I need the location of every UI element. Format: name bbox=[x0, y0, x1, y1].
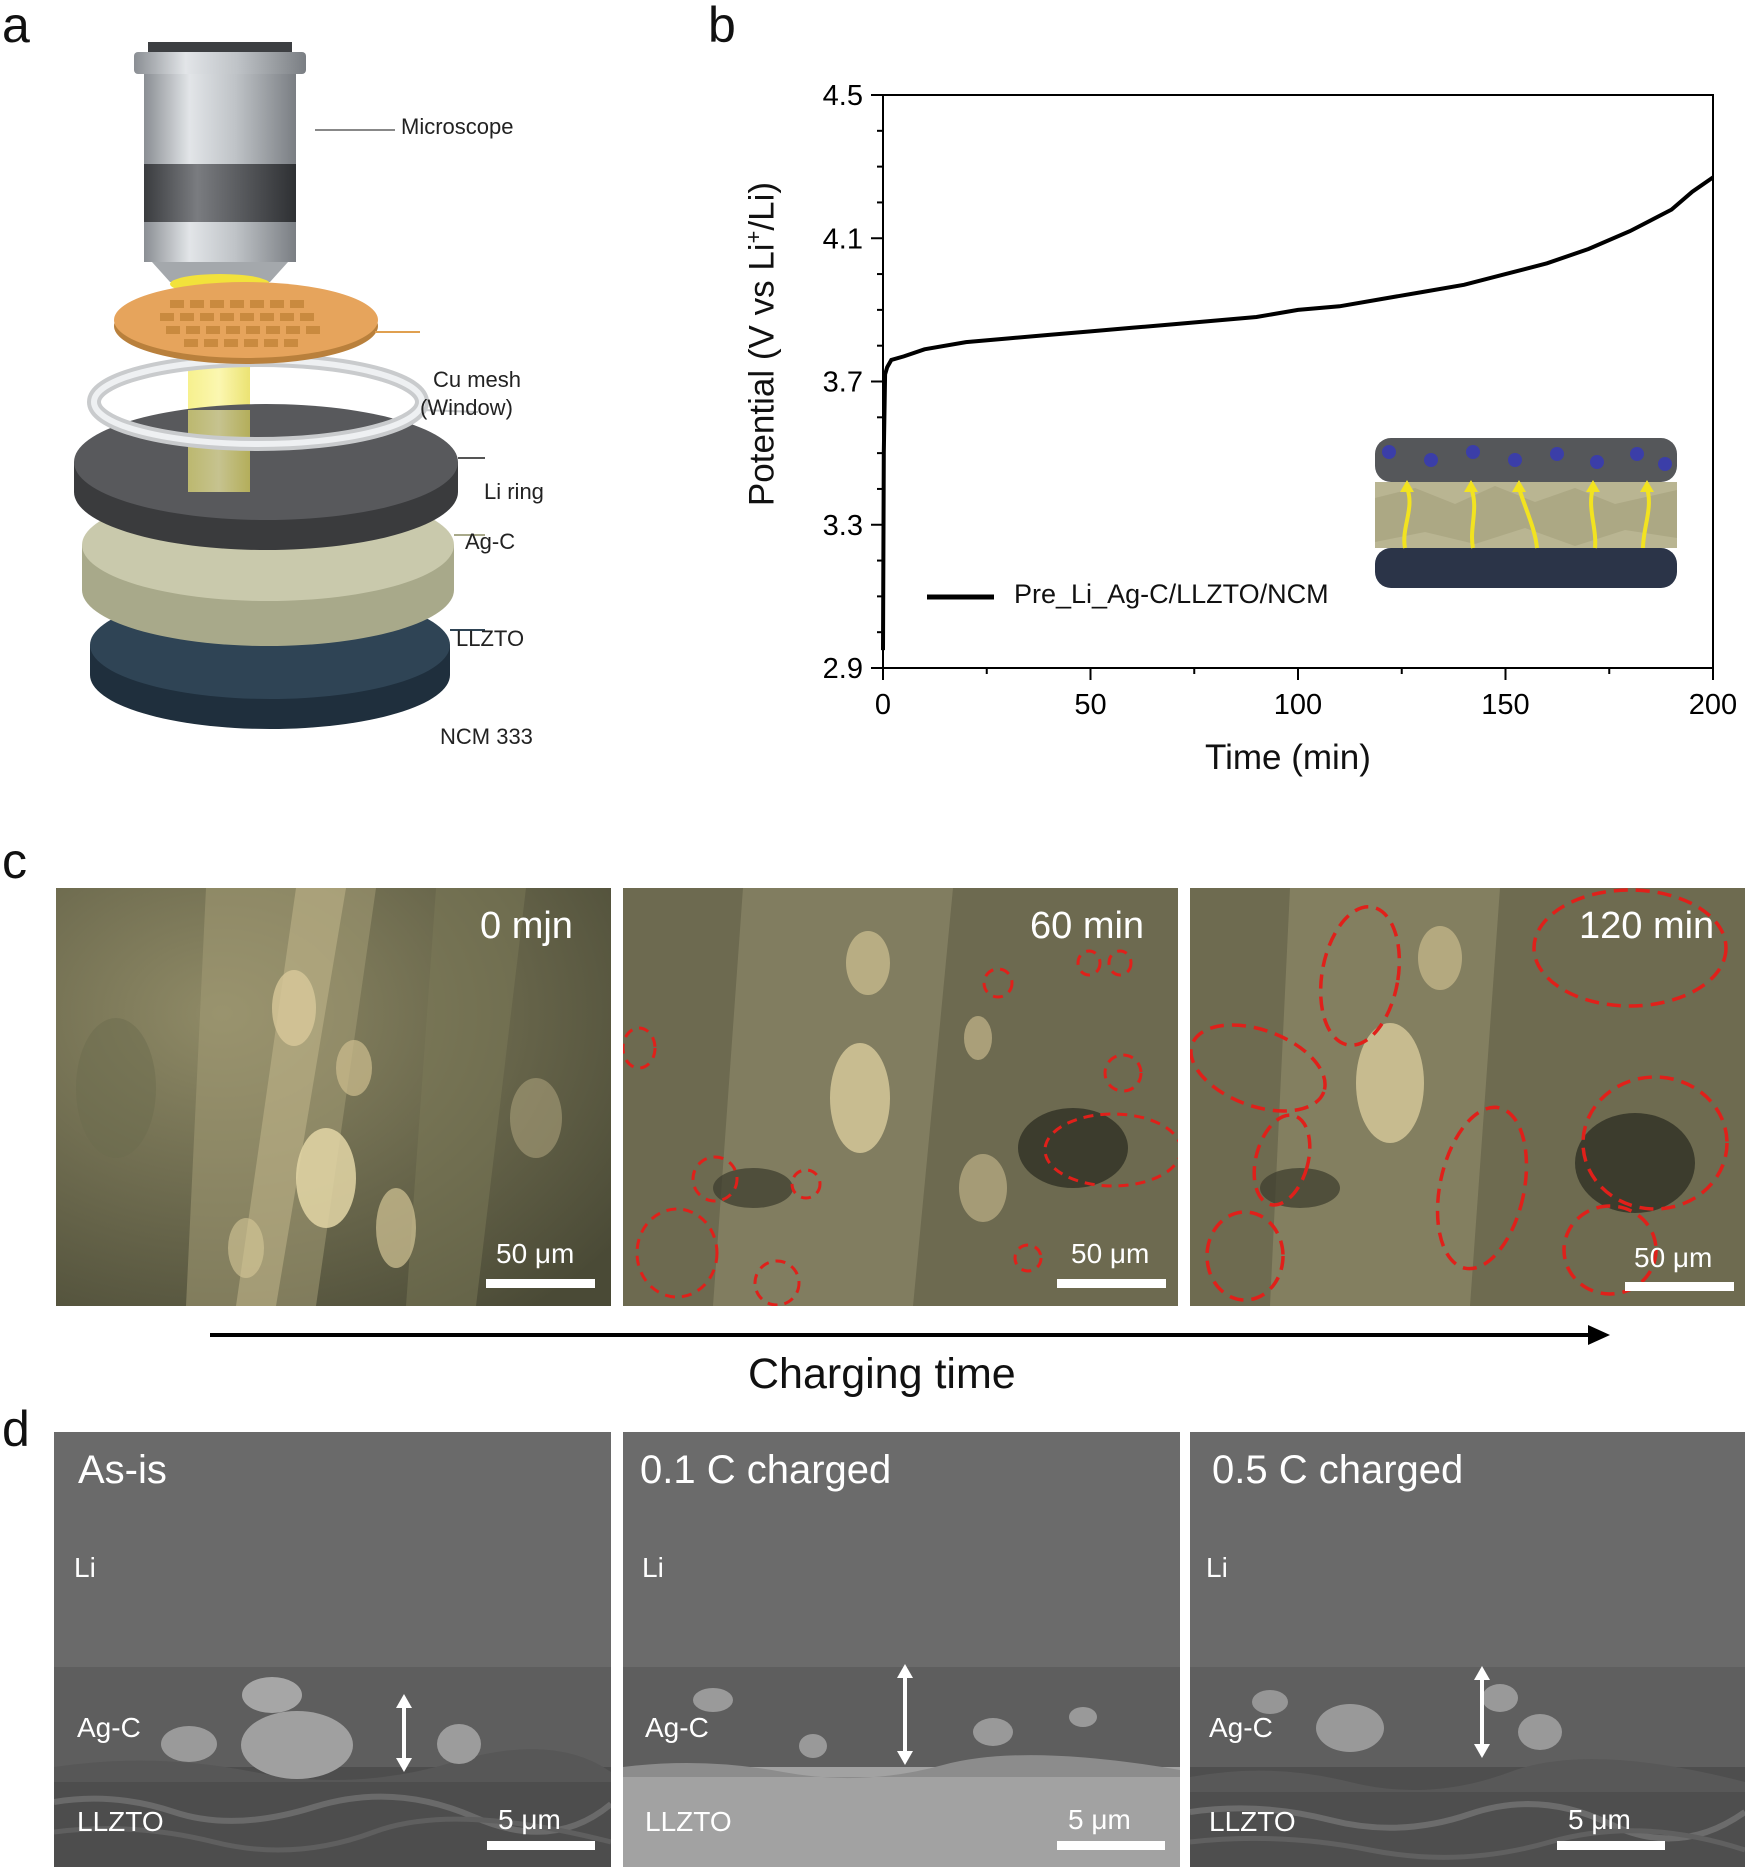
panel-c-letter: c bbox=[2, 833, 27, 889]
optical-image-120min bbox=[1190, 888, 1745, 1306]
sem-title-2: 0.5 C charged bbox=[1212, 1448, 1464, 1492]
sem-agc-0: Ag-C bbox=[77, 1712, 141, 1743]
label-microscope: Microscope bbox=[401, 114, 514, 139]
label-ncm: NCM 333 bbox=[440, 724, 533, 749]
scale-bar-c0 bbox=[486, 1279, 595, 1288]
sem-llzto-1: LLZTO bbox=[645, 1806, 732, 1837]
sem-agc-2: Ag-C bbox=[1209, 1712, 1273, 1743]
panel-b-letter: b bbox=[708, 0, 736, 53]
optical-image-60min bbox=[623, 888, 1178, 1306]
x-tick-label: 0 bbox=[875, 689, 891, 721]
scale-label-c2: 50 μm bbox=[1634, 1242, 1713, 1273]
sem-li-1: Li bbox=[642, 1552, 664, 1583]
panel-a-schematic bbox=[74, 42, 485, 729]
sem-agc-1: Ag-C bbox=[645, 1712, 709, 1743]
label-cu-mesh: Cu mesh bbox=[433, 367, 522, 392]
x-tick-label: 100 bbox=[1274, 689, 1322, 721]
axis-tick-labels: 0 50 100 150 200 2.9 3.3 3.7 4.1 4.5 bbox=[823, 80, 1738, 721]
microscope-objective bbox=[134, 42, 306, 294]
label-ag-c: Ag-C bbox=[465, 529, 516, 554]
inset-schematic bbox=[1375, 438, 1677, 588]
sem-llzto-2: LLZTO bbox=[1209, 1806, 1296, 1837]
sem-title-0: As-is bbox=[78, 1448, 167, 1492]
y-tick-label: 3.3 bbox=[823, 510, 863, 542]
panel-d-letter: d bbox=[2, 1401, 30, 1457]
sem-li-0: Li bbox=[74, 1552, 96, 1583]
y-tick-label: 4.5 bbox=[823, 80, 863, 112]
panel-a-letter: a bbox=[2, 0, 30, 53]
y-axis-label: Potential (V vs Li+/Li) bbox=[741, 181, 782, 507]
scale-label-c0: 50 μm bbox=[496, 1238, 575, 1269]
scale-label-c1: 50 μm bbox=[1071, 1238, 1150, 1269]
sem-image-0-1c bbox=[623, 1432, 1180, 1867]
x-tick-label: 50 bbox=[1074, 689, 1106, 721]
y-tick-label: 3.7 bbox=[823, 367, 863, 399]
time-label-60: 60 min bbox=[1030, 905, 1145, 947]
scale-label-d0: 5 μm bbox=[498, 1804, 561, 1835]
sem-llzto-0: LLZTO bbox=[77, 1806, 164, 1837]
charging-time-arrow bbox=[210, 1325, 1610, 1345]
x-tick-label: 200 bbox=[1689, 689, 1737, 721]
label-cu-window: (Window) bbox=[420, 395, 513, 420]
scale-bar-d1 bbox=[1057, 1841, 1165, 1850]
y-tick-label: 2.9 bbox=[823, 653, 863, 685]
scale-bar-d0 bbox=[487, 1841, 595, 1850]
x-axis-label: Time (min) bbox=[1205, 738, 1371, 777]
axis-ticks bbox=[871, 94, 1714, 680]
time-label-120: 120 min bbox=[1579, 905, 1715, 947]
sem-li-2: Li bbox=[1206, 1552, 1228, 1583]
legend-label: Pre_Li_Ag-C/LLZTO/NCM bbox=[1014, 579, 1329, 609]
label-li-ring: Li ring bbox=[484, 479, 544, 504]
sem-title-1: 0.1 C charged bbox=[640, 1448, 892, 1492]
charging-time-label: Charging time bbox=[748, 1350, 1016, 1398]
x-tick-label: 150 bbox=[1481, 689, 1529, 721]
time-label-0: 0 mjn bbox=[480, 905, 573, 947]
potential-chart: 0 50 100 150 200 2.9 3.3 3.7 4.1 4.5 bbox=[823, 80, 1738, 721]
sem-image-as-is bbox=[54, 1432, 611, 1867]
series-line-pre-li bbox=[881, 175, 1715, 651]
scale-label-d2: 5 μm bbox=[1568, 1804, 1631, 1835]
scale-bar-d2 bbox=[1557, 1841, 1665, 1850]
optical-image-0min bbox=[56, 888, 611, 1306]
scale-bar-c2 bbox=[1625, 1282, 1734, 1291]
scale-label-d1: 5 μm bbox=[1068, 1804, 1131, 1835]
cu-mesh bbox=[114, 282, 378, 364]
sem-image-0-5c bbox=[1190, 1432, 1745, 1867]
y-tick-label: 4.1 bbox=[823, 223, 863, 255]
scale-bar-c1 bbox=[1057, 1279, 1166, 1288]
label-llzto: LLZTO bbox=[456, 626, 525, 651]
